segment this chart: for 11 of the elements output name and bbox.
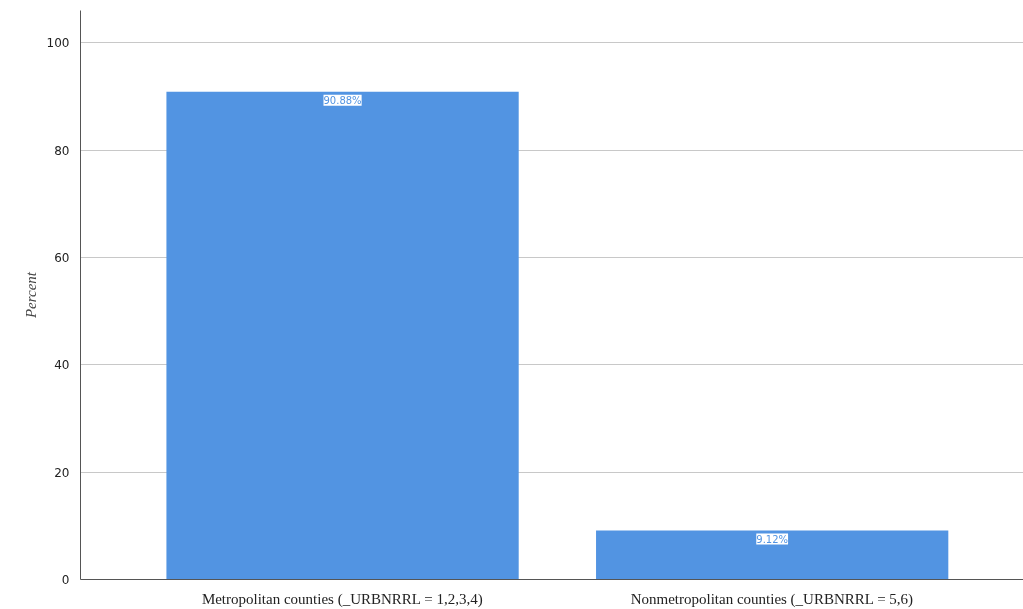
x-tick-label: Metropolitan counties (_URBNRRL = 1,2,3,4) xyxy=(201,590,483,608)
data-label: 90.88% xyxy=(323,94,362,106)
y-tick-label: 80 xyxy=(54,143,70,158)
y-tick-label: 0 xyxy=(61,573,70,587)
data-label: 9.12% xyxy=(756,533,789,545)
y-tick-label: 60 xyxy=(54,250,70,265)
y-axis-title: Percent xyxy=(22,271,39,320)
y-tick-label: 20 xyxy=(54,465,70,480)
y-tick-label: 40 xyxy=(54,358,70,373)
x-tick-label: Nonmetropolitan counties (_URBNRRL = 5,6) xyxy=(630,590,914,608)
y-tick-label: 100 xyxy=(46,36,70,51)
